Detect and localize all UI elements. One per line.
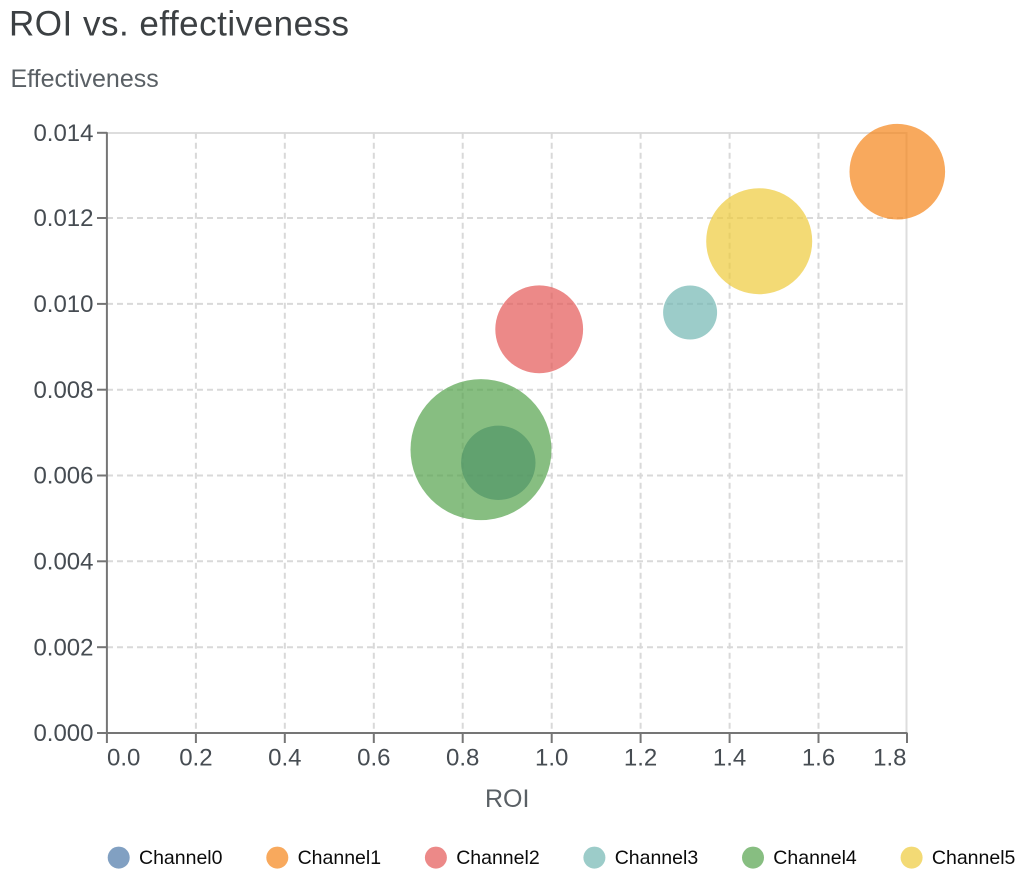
svg-text:Channel4: Channel4 (773, 847, 857, 869)
svg-text:0.014: 0.014 (33, 120, 93, 147)
svg-text:0.6: 0.6 (357, 744, 390, 771)
svg-text:0.004: 0.004 (33, 548, 93, 575)
svg-text:Effectiveness: Effectiveness (11, 65, 159, 93)
svg-text:ROI: ROI (485, 785, 529, 813)
svg-text:0.002: 0.002 (33, 634, 93, 661)
svg-text:0.4: 0.4 (268, 744, 301, 771)
svg-text:1.8: 1.8 (873, 744, 906, 771)
svg-text:0.010: 0.010 (33, 291, 93, 318)
svg-text:1.0: 1.0 (535, 744, 568, 771)
svg-text:Channel0: Channel0 (139, 847, 223, 869)
svg-text:Channel3: Channel3 (615, 847, 698, 869)
svg-text:0.008: 0.008 (33, 377, 93, 404)
svg-text:0.012: 0.012 (33, 205, 93, 232)
svg-text:Channel1: Channel1 (298, 847, 381, 869)
svg-text:0.006: 0.006 (33, 463, 93, 490)
svg-text:0.8: 0.8 (446, 744, 479, 771)
svg-text:Channel2: Channel2 (456, 847, 539, 869)
svg-text:ROI vs. effectiveness: ROI vs. effectiveness (9, 5, 350, 44)
svg-text:1.6: 1.6 (802, 744, 835, 771)
svg-text:0.0: 0.0 (107, 744, 140, 771)
svg-text:0.2: 0.2 (179, 744, 212, 771)
svg-text:0.000: 0.000 (33, 720, 93, 747)
svg-text:1.4: 1.4 (713, 744, 746, 771)
svg-text:1.2: 1.2 (624, 744, 657, 771)
svg-text:Channel5: Channel5 (932, 847, 1016, 869)
